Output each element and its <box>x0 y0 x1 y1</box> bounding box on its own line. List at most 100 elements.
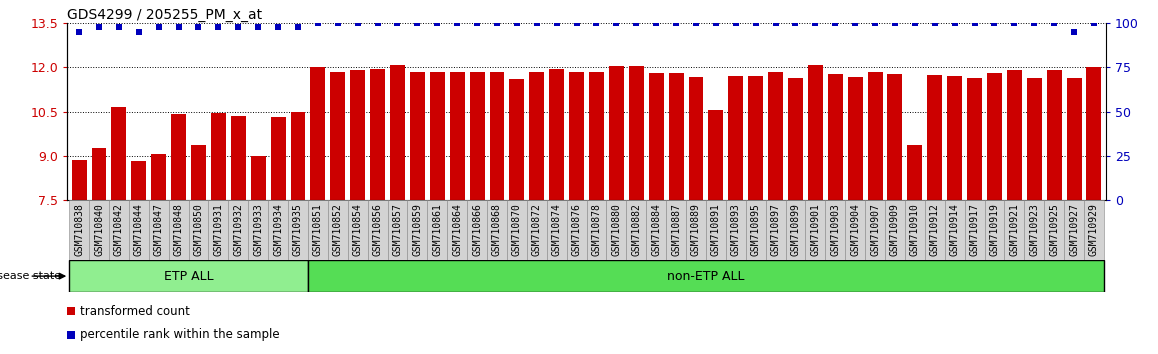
Bar <box>726 200 746 260</box>
Text: GSM710878: GSM710878 <box>592 204 601 257</box>
Text: GSM710856: GSM710856 <box>373 204 382 257</box>
Text: percentile rank within the sample: percentile rank within the sample <box>80 328 280 341</box>
Bar <box>845 200 865 260</box>
Text: GSM710838: GSM710838 <box>74 204 85 257</box>
Bar <box>171 114 186 200</box>
Point <box>210 24 228 29</box>
Text: GSM710840: GSM710840 <box>94 204 104 257</box>
Bar <box>1064 200 1084 260</box>
Text: GSM710919: GSM710919 <box>989 204 999 257</box>
Point <box>256 0 274 1</box>
Bar <box>945 200 965 260</box>
Bar <box>1004 200 1025 260</box>
Bar <box>1007 70 1021 200</box>
Bar <box>152 154 166 200</box>
Text: GSM710882: GSM710882 <box>631 204 642 257</box>
Bar <box>1067 78 1082 200</box>
Point <box>349 20 367 26</box>
Point <box>925 20 944 26</box>
Text: GSM710868: GSM710868 <box>492 204 501 257</box>
Bar <box>488 200 507 260</box>
Bar <box>826 200 845 260</box>
Bar <box>668 73 683 200</box>
Bar <box>885 200 904 260</box>
Bar <box>549 69 564 200</box>
Bar <box>230 116 245 200</box>
Bar <box>607 200 626 260</box>
Bar <box>208 200 228 260</box>
Bar <box>787 79 802 200</box>
Point <box>1065 29 1084 35</box>
Point <box>130 29 148 35</box>
Bar <box>527 200 547 260</box>
Point <box>806 20 824 26</box>
Text: GSM710923: GSM710923 <box>1029 204 1039 257</box>
Point <box>667 20 686 26</box>
Point <box>1085 20 1104 26</box>
Bar <box>904 200 925 260</box>
Text: GSM710874: GSM710874 <box>551 204 562 257</box>
Point <box>229 24 248 29</box>
Point <box>906 20 924 26</box>
Point <box>468 20 486 26</box>
Text: GSM710907: GSM710907 <box>870 204 880 257</box>
Text: GSM710897: GSM710897 <box>770 204 780 257</box>
Bar <box>169 200 189 260</box>
Bar <box>987 73 1002 200</box>
Point <box>1005 20 1024 26</box>
Point <box>189 24 207 29</box>
Bar <box>746 200 765 260</box>
Bar <box>69 260 308 292</box>
Point <box>687 20 705 26</box>
Text: GSM710864: GSM710864 <box>452 204 462 257</box>
Bar <box>408 200 427 260</box>
Point <box>169 24 188 29</box>
Bar <box>648 73 664 200</box>
Text: GSM710903: GSM710903 <box>830 204 841 257</box>
Bar <box>91 148 107 200</box>
Text: GDS4299 / 205255_PM_x_at: GDS4299 / 205255_PM_x_at <box>67 8 263 22</box>
Point <box>488 20 506 26</box>
Bar <box>189 200 208 260</box>
Bar <box>908 144 922 200</box>
Text: GSM710852: GSM710852 <box>332 204 343 257</box>
Bar <box>310 67 325 200</box>
Bar <box>228 200 248 260</box>
Bar <box>89 200 109 260</box>
Point <box>507 20 526 26</box>
Text: GSM710854: GSM710854 <box>353 204 362 257</box>
Bar <box>666 200 686 260</box>
Bar <box>291 112 306 200</box>
Point <box>149 24 168 29</box>
Bar <box>748 75 763 200</box>
Point <box>767 20 785 26</box>
Bar <box>129 200 148 260</box>
Bar <box>330 72 345 200</box>
Bar <box>211 113 226 200</box>
Bar <box>865 200 885 260</box>
Text: GSM710851: GSM710851 <box>313 204 323 257</box>
Text: GSM710880: GSM710880 <box>611 204 622 257</box>
Text: transformed count: transformed count <box>80 305 190 318</box>
Point <box>1045 20 1063 26</box>
Text: ETP ALL: ETP ALL <box>163 270 213 282</box>
Bar <box>131 161 146 200</box>
Bar <box>848 77 863 200</box>
Point <box>866 20 885 26</box>
Point <box>1025 20 1043 26</box>
Point <box>428 20 447 26</box>
Point <box>368 20 387 26</box>
Text: GSM710884: GSM710884 <box>651 204 661 257</box>
Bar <box>308 200 328 260</box>
Text: GSM710931: GSM710931 <box>213 204 223 257</box>
Bar <box>728 75 743 200</box>
Bar <box>867 72 882 200</box>
Point <box>408 20 426 26</box>
Point <box>945 20 963 26</box>
Bar <box>566 200 586 260</box>
Text: GSM710935: GSM710935 <box>293 204 303 257</box>
Bar <box>529 72 544 200</box>
Point <box>309 20 328 26</box>
Bar <box>447 200 467 260</box>
Text: non-ETP ALL: non-ETP ALL <box>667 270 745 282</box>
